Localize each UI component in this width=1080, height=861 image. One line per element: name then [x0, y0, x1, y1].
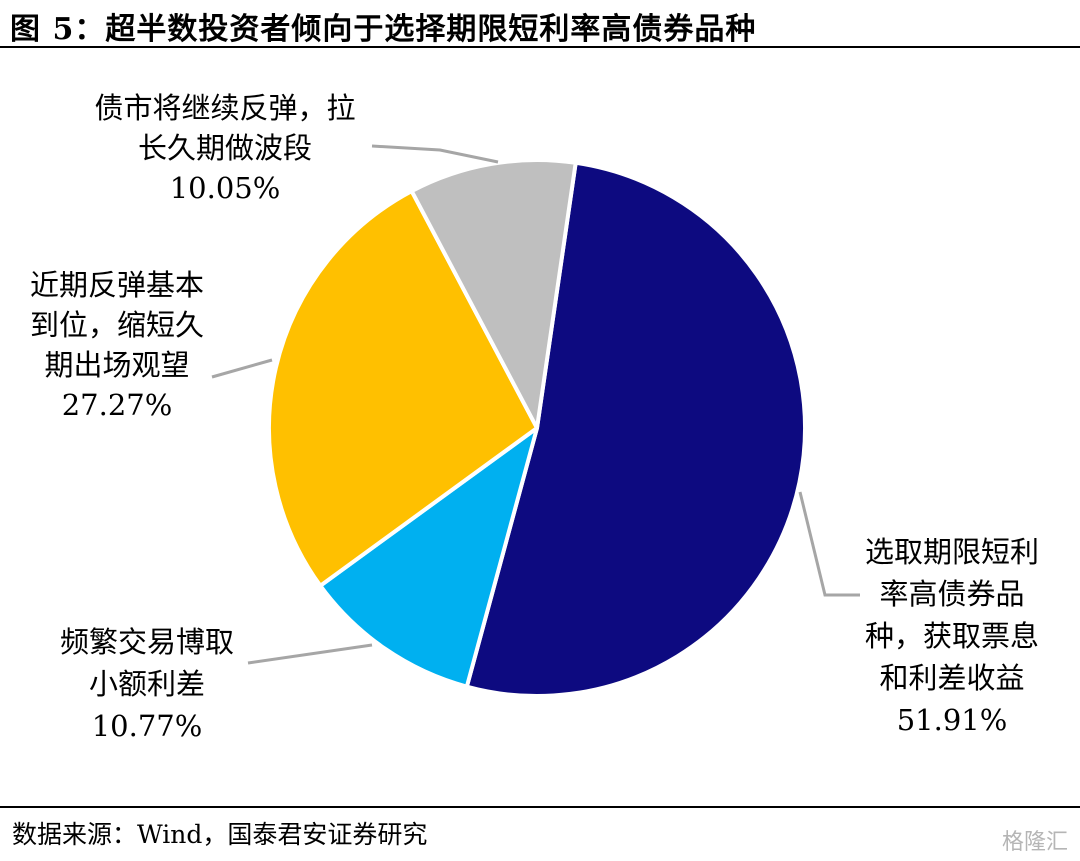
slice-label-2: 频繁交易博取小额利差 10.77%	[60, 625, 234, 743]
slice-value-3: 27.27%	[62, 388, 173, 422]
slice-label-line: 到位，缩短久	[30, 308, 204, 342]
leader-line-4	[371, 144, 499, 164]
slice-label-line: 期出场观望	[44, 348, 189, 382]
slice-label-4: 债市将继续反弹，拉长久期做波段 10.05%	[94, 91, 355, 205]
pie-slice-1	[464, 160, 807, 698]
slice-label-line: 小额利差	[89, 667, 205, 701]
slice-label-line: 率高债券品	[879, 577, 1024, 611]
pie-slice-4	[409, 158, 578, 430]
slice-label-line: 长久期做波段	[138, 131, 312, 165]
slice-label-line: 债市将继续反弹，拉	[94, 91, 355, 125]
slice-label-3: 近期反弹基本到位，缩短久期出场观望 27.27%	[30, 268, 204, 422]
slice-label-line: 近期反弹基本	[30, 268, 204, 302]
slice-label-line: 频繁交易博取	[60, 625, 234, 659]
slice-value-2: 10.77%	[92, 709, 203, 743]
chart-title: 图 5：超半数投资者倾向于选择期限短利率高债券品种	[10, 12, 757, 47]
leader-line-2	[247, 643, 373, 665]
leader-line-1	[798, 491, 860, 597]
leader-line-3	[211, 358, 273, 379]
source-divider	[0, 806, 1080, 808]
slice-label-line: 选取期限短利	[865, 535, 1039, 569]
slice-label-line: 种，获取票息	[865, 619, 1039, 653]
pie-slice-2	[318, 426, 539, 689]
pie-slice-3	[267, 189, 539, 588]
watermark-logo: 格隆汇	[1001, 830, 1068, 855]
source-note: 数据来源：Wind，国泰君安证券研究	[12, 820, 428, 849]
slice-label-line: 和利差收益	[879, 661, 1024, 695]
slice-value-1: 51.91%	[897, 703, 1008, 737]
slice-label-1: 选取期限短利率高债券品种，获取票息和利差收益 51.91%	[865, 535, 1039, 737]
slice-value-4: 10.05%	[170, 171, 281, 205]
title-bar: 图 5：超半数投资者倾向于选择期限短利率高债券品种	[0, 0, 1080, 48]
